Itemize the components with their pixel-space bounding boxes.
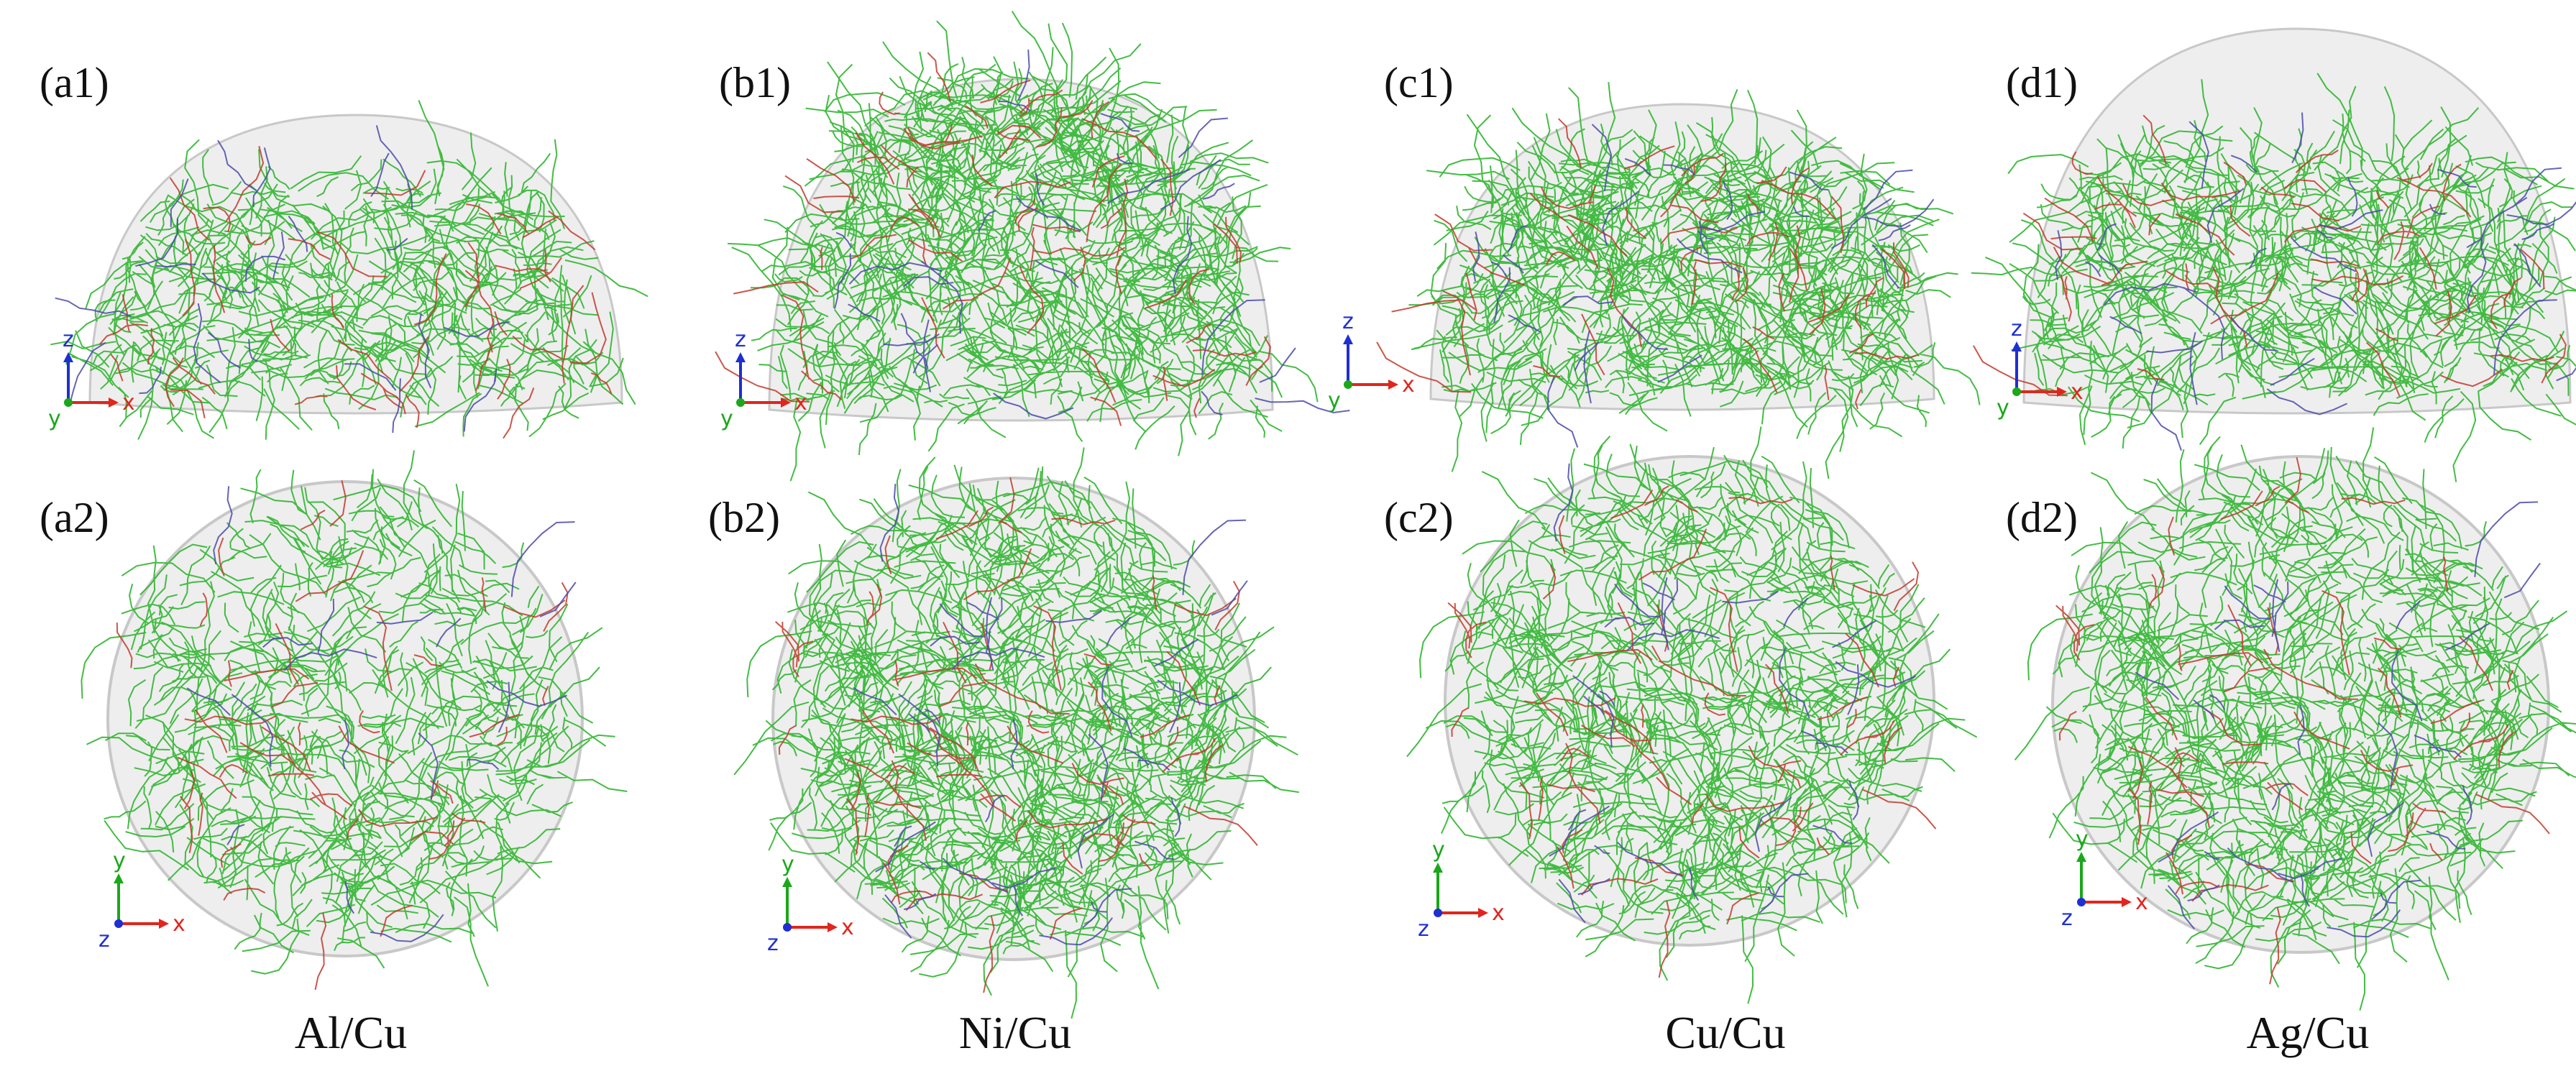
dislocation-lines-alt bbox=[2055, 456, 2550, 985]
render-a2: x y z bbox=[81, 450, 628, 991]
panel-label-d1: (d1) bbox=[2006, 59, 2078, 106]
axis-label-vertical: y bbox=[1432, 837, 1445, 863]
render-b1: x z y bbox=[715, 10, 1350, 482]
axis-label-horizontal: x bbox=[173, 911, 185, 937]
axis-label-depth: y bbox=[1328, 388, 1341, 413]
dislocation-lines-main bbox=[2014, 427, 2576, 1011]
dislocation-lines-minor bbox=[2055, 112, 2576, 451]
axis-label-depth: z bbox=[98, 927, 110, 952]
render-a1: x z y bbox=[48, 100, 648, 441]
dislocation-lines-alt bbox=[715, 52, 1271, 426]
panel-label-c1: (c1) bbox=[1384, 59, 1454, 106]
axis-triad: x z y bbox=[1328, 309, 1415, 413]
dislocation-lines-minor bbox=[55, 125, 510, 433]
axis-label-vertical: z bbox=[63, 327, 74, 352]
axis-triad: x z y bbox=[720, 327, 807, 431]
panel-label-b2: (b2) bbox=[708, 494, 780, 541]
dislocation-lines-minor bbox=[1549, 463, 1916, 924]
axis-label-horizontal: x bbox=[2071, 380, 2084, 405]
render-d1: x z y bbox=[1971, 27, 2576, 482]
dislocation-lines-main bbox=[1408, 82, 1981, 479]
axis-label-horizontal: x bbox=[122, 390, 135, 415]
axis-label-horizontal: x bbox=[1492, 901, 1505, 926]
caption-al-cu: Al/Cu bbox=[294, 1007, 408, 1058]
axis-label-horizontal: x bbox=[2135, 890, 2148, 915]
dislocation-lines-alt bbox=[116, 480, 569, 991]
render-c1: x z y bbox=[1328, 82, 1981, 479]
dislocation-lines-alt bbox=[1376, 118, 1919, 410]
axis-label-horizontal: x bbox=[794, 390, 807, 415]
axis-label-depth: z bbox=[1418, 916, 1429, 942]
panel-label-d2: (d2) bbox=[2006, 494, 2078, 541]
panel-label-c2: (c2) bbox=[1384, 494, 1454, 541]
axis-triad: x y z bbox=[1418, 837, 1505, 942]
axis-label-depth: y bbox=[720, 406, 733, 431]
axis-label-vertical: y bbox=[2076, 827, 2089, 852]
axis-triad: x y z bbox=[2061, 827, 2148, 931]
dislocation-lines-main bbox=[50, 100, 648, 441]
axis-label-depth: z bbox=[2061, 906, 2073, 931]
axis-label-vertical: z bbox=[1342, 309, 1354, 334]
caption-ag-cu: Ag/Cu bbox=[2246, 1007, 2370, 1058]
shell-outline bbox=[2022, 27, 2572, 415]
dislocation-lines-alt bbox=[774, 477, 1258, 993]
shell-outline bbox=[768, 78, 1274, 422]
caption-cu-cu: Cu/Cu bbox=[1665, 1007, 1786, 1058]
panel-label-b1: (b1) bbox=[719, 59, 791, 106]
axis-triad: x z y bbox=[48, 327, 135, 431]
axis-triad: x y z bbox=[767, 852, 854, 956]
axis-label-depth: z bbox=[767, 931, 779, 956]
dislocation-lines-minor bbox=[853, 483, 1248, 946]
dislocation-lines-minor bbox=[1472, 124, 1935, 448]
panel-label-a2: (a2) bbox=[40, 494, 109, 541]
axis-label-vertical: y bbox=[113, 848, 126, 873]
axis-label-vertical: z bbox=[735, 327, 746, 352]
axis-label-horizontal: x bbox=[841, 915, 854, 940]
panel-label-a1: (a1) bbox=[40, 59, 109, 106]
render-b2: x y z bbox=[733, 447, 1299, 1019]
dislocation-lines-main bbox=[1971, 73, 2576, 482]
axis-label-horizontal: x bbox=[1402, 372, 1415, 398]
render-d2: x y z bbox=[2014, 427, 2576, 1011]
dislocation-lines-minor bbox=[834, 49, 1350, 420]
axis-label-vertical: y bbox=[781, 852, 794, 877]
dislocation-lines-minor bbox=[2135, 501, 2541, 938]
axis-label-depth: y bbox=[48, 406, 61, 431]
render-c2: x y z bbox=[1406, 426, 1978, 1004]
axis-triad: x z y bbox=[1997, 316, 2084, 421]
dislocation-lines-alt bbox=[98, 146, 613, 439]
axis-label-vertical: z bbox=[2011, 316, 2022, 341]
caption-ni-cu: Ni/Cu bbox=[958, 1007, 1072, 1058]
dislocation-lines-main bbox=[81, 450, 628, 987]
dislocation-lines-alt bbox=[1973, 114, 2567, 397]
dislocation-lines-minor bbox=[186, 486, 577, 942]
axis-triad: x y z bbox=[98, 848, 185, 952]
axis-label-depth: y bbox=[1997, 395, 2009, 421]
